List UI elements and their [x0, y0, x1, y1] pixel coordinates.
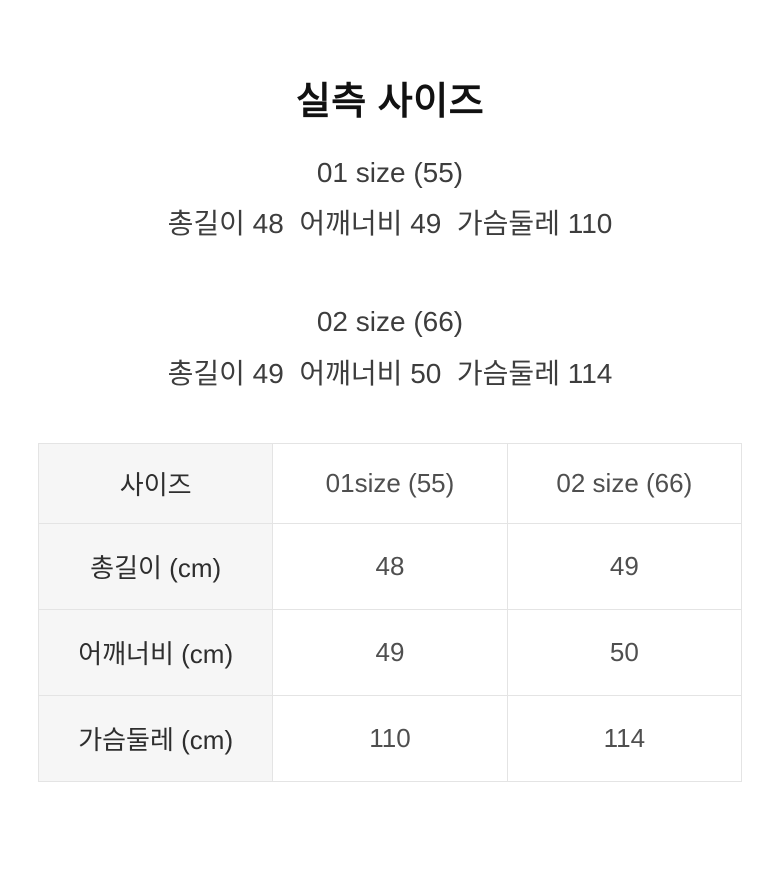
- size-table-header-size01: 01size (55): [272, 442, 508, 524]
- size-01-measurements: 총길이 48 어깨너비 49 가슴둘레 110: [167, 208, 613, 240]
- size-02-heading: 02 size (66): [316, 306, 464, 338]
- shoulder-width-size01-value: 49: [272, 608, 508, 696]
- size-table: 사이즈 01size (55) 02 size (66) 총길이 (cm) 48…: [37, 442, 743, 782]
- chest-circumference-size02-value: 114: [506, 694, 743, 782]
- size-02-measurements: 총길이 49 어깨너비 50 가슴둘레 114: [167, 357, 613, 389]
- size-01-heading: 01 size (55): [316, 156, 464, 188]
- size-table-header-size02: 02 size (66): [506, 442, 743, 524]
- page-title: 실측 사이즈: [295, 81, 485, 123]
- row-label-total-length: 총길이 (cm): [37, 522, 274, 610]
- row-label-shoulder-width: 어깨너비 (cm): [37, 608, 274, 696]
- table-row-shoulder-width: 어깨너비 (cm) 49 50: [37, 608, 743, 696]
- size-section-01: 01 size (55) 총길이 48 어깨너비 49 가슴둘레 110: [0, 154, 780, 244]
- shoulder-width-size02-value: 50: [506, 608, 743, 696]
- total-length-size02-value: 49: [506, 522, 743, 610]
- size-section-02: 02 size (66) 총길이 49 어깨너비 50 가슴둘레 114: [0, 303, 780, 393]
- table-row-chest-circumference: 가슴둘레 (cm) 110 114: [37, 694, 743, 782]
- size-table-header-label: 사이즈: [37, 442, 274, 524]
- total-length-size01-value: 48: [272, 522, 508, 610]
- table-row-total-length: 총길이 (cm) 48 49: [37, 522, 743, 610]
- chest-circumference-size01-value: 110: [272, 694, 508, 782]
- size-table-header-row: 사이즈 01size (55) 02 size (66): [37, 442, 743, 524]
- row-label-chest-circumference: 가슴둘레 (cm): [37, 694, 274, 782]
